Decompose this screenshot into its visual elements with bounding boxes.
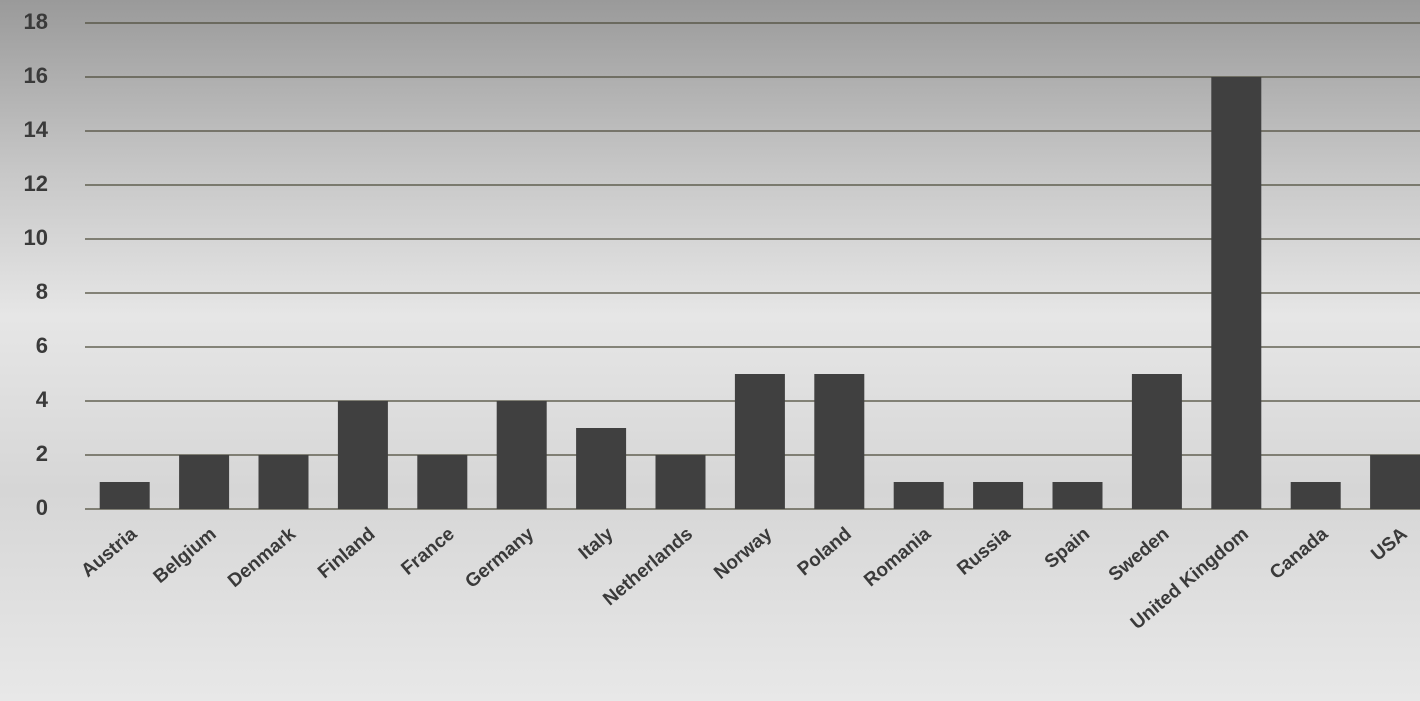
bar <box>417 455 468 509</box>
y-tick-label: 18 <box>24 9 48 34</box>
y-tick-label: 12 <box>24 171 48 196</box>
bar <box>1052 482 1103 509</box>
y-tick-label: 2 <box>36 441 48 466</box>
y-tick-label: 10 <box>24 225 48 250</box>
bar <box>496 401 547 509</box>
bar <box>1290 482 1341 509</box>
bar <box>337 401 388 509</box>
y-tick-label: 4 <box>36 387 49 412</box>
bar <box>179 455 230 509</box>
bar <box>99 482 150 509</box>
bar <box>576 428 627 509</box>
bar <box>258 455 309 509</box>
bar <box>1131 374 1182 509</box>
y-tick-label: 8 <box>36 279 48 304</box>
bar <box>734 374 785 509</box>
bar <box>814 374 865 509</box>
bar <box>655 455 706 509</box>
y-tick-label: 14 <box>24 117 49 142</box>
y-tick-label: 6 <box>36 333 48 358</box>
bar <box>1211 77 1262 509</box>
bar <box>973 482 1024 509</box>
bar <box>893 482 944 509</box>
bar <box>1370 455 1420 509</box>
y-tick-label: 0 <box>36 495 48 520</box>
y-tick-label: 16 <box>24 63 48 88</box>
